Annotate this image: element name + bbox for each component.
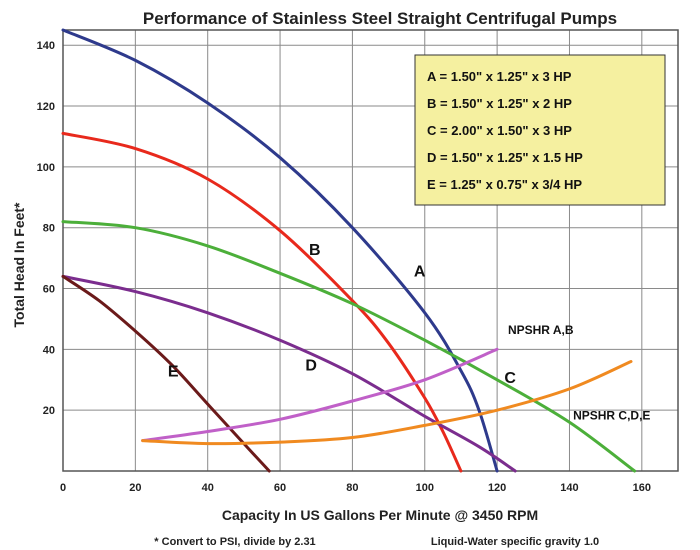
curve-a [61,28,499,473]
y-tick-label: 60 [43,284,55,296]
y-tick-label: 120 [37,101,55,113]
tick-labels: 0 20 40 60 80 100 120 140 160 20 40 60 80 100 120 140 [37,40,651,494]
x-tick-label: 120 [488,482,506,494]
curves [61,28,637,473]
x-tick-label: 160 [633,482,651,494]
legend-entry: D = 1.50" x 1.25" x 1.5 HP [427,150,583,165]
y-tick-label: 140 [37,40,55,52]
curve-label-b: B [309,242,321,259]
curve-label-npshr-c-d-e: NPSHR C,D,E [573,408,650,422]
curve-label-c: C [504,370,516,387]
specific-gravity-note: Liquid-Water specific gravity 1.0 [431,536,599,548]
curve-c [61,220,637,473]
legend: A = 1.50" x 1.25" x 3 HP B = 1.50" x 1.25… [414,54,666,206]
legend-entry: B = 1.50" x 1.25" x 2 HP [427,96,572,111]
curve-npshr-c-d-e [141,360,633,446]
x-tick-label: 100 [416,482,434,494]
plot-frame [62,29,679,472]
curve-labels: A B C D E NPSHR A,B NPSHR C,D,E [168,242,651,422]
legend-entry: A = 1.50" x 1.25" x 3 HP [427,69,572,84]
legend-box [414,54,666,206]
curve-label-e: E [168,364,179,381]
legend-entry: C = 2.00" x 1.50" x 3 HP [427,123,572,138]
curve-label-npshr-a-b: NPSHR A,B [508,323,574,337]
y-tick-label: 100 [37,162,55,174]
curve-label-d: D [305,358,317,375]
x-tick-label: 20 [129,482,141,494]
curve-label-a: A [414,263,426,280]
y-tick-label: 80 [43,223,55,235]
curve-d [61,274,517,473]
y-axis-label: Total Head In Feet* [11,202,27,328]
x-axis-label: Capacity In US Gallons Per Minute @ 3450… [222,507,538,523]
psi-conversion-note: * Convert to PSI, divide by 2.31 [154,536,315,548]
y-tick-label: 40 [43,344,55,356]
x-tick-label: 40 [202,482,214,494]
curve-npshr-a-b [141,347,499,443]
legend-entry: E = 1.25" x 0.75" x 3/4 HP [427,177,582,192]
x-tick-label: 80 [346,482,358,494]
x-tick-label: 60 [274,482,286,494]
chart-title: Performance of Stainless Steel Straight … [143,9,617,28]
x-tick-label: 140 [560,482,578,494]
x-tick-label: 0 [60,482,66,494]
curve-b [61,131,463,473]
y-tick-label: 20 [43,405,55,417]
